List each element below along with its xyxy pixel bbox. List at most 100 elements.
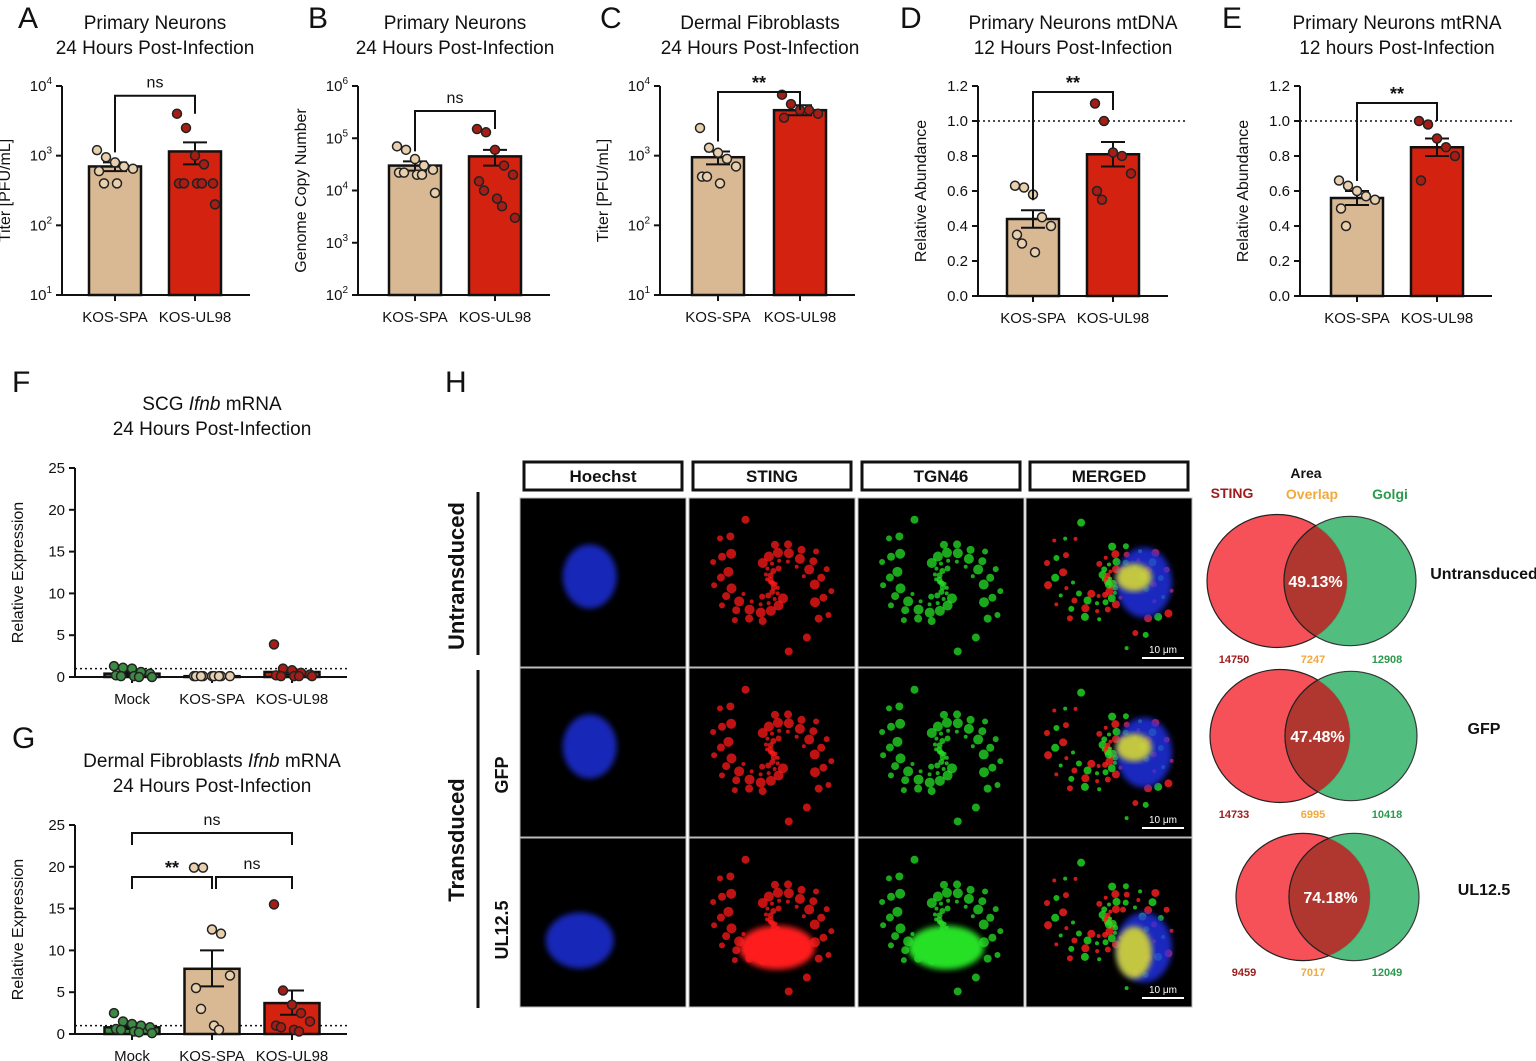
stain-puncta: [797, 545, 806, 554]
stain-puncta: [1044, 751, 1053, 760]
stain-puncta: [935, 771, 940, 776]
stain-puncta: [963, 723, 974, 734]
stain-puncta: [971, 633, 980, 642]
stain-puncta: [1058, 593, 1063, 598]
stain-puncta: [1111, 905, 1120, 914]
venn-percent: 74.18%: [1303, 890, 1357, 907]
data-point: [146, 671, 158, 683]
x-tick-label: Mock: [114, 691, 150, 708]
tick-base: 5: [57, 984, 65, 1001]
nucleus-stain: [562, 544, 617, 609]
nucleus-stain: [545, 912, 614, 969]
tick-base: 10: [628, 78, 645, 95]
stain-puncta: [770, 754, 777, 761]
stain-puncta: [1108, 576, 1113, 581]
venn-diagram: 49.13% Untransduced 14750 7247 12908: [1206, 513, 1536, 666]
stain-puncta: [973, 734, 984, 745]
data-point: [117, 662, 129, 674]
stain-puncta: [953, 880, 962, 889]
stain-puncta: [765, 592, 772, 599]
stain-puncta: [814, 954, 823, 963]
stain-puncta: [880, 582, 887, 589]
stain-puncta: [817, 743, 826, 752]
stain-puncta: [953, 710, 962, 719]
stain-puncta: [809, 557, 818, 566]
stain-puncta: [819, 933, 828, 942]
tick-base: 10: [326, 183, 343, 200]
stain-puncta: [802, 803, 811, 812]
stain-puncta: [1087, 589, 1096, 598]
data-point: [1045, 220, 1057, 232]
stain-puncta: [1097, 617, 1102, 622]
stain-puncta: [952, 718, 963, 729]
stain-puncta: [766, 601, 771, 606]
tick-exponent: 3: [342, 233, 348, 244]
stain-puncta: [1104, 946, 1111, 953]
stain-puncta: [1104, 580, 1113, 589]
stain-puncta: [966, 545, 975, 554]
stain-puncta: [973, 904, 984, 915]
stain-puncta: [716, 913, 725, 922]
y-axis-label: Titer [PFU/mL]: [0, 139, 14, 242]
stain-puncta: [741, 931, 746, 936]
stain-puncta: [1096, 560, 1103, 567]
stain-puncta: [1102, 939, 1109, 946]
tick-base: 0.6: [947, 183, 968, 200]
data-point: [133, 671, 145, 683]
stain-cluster: [739, 925, 815, 970]
stain-puncta: [1044, 921, 1053, 930]
tick-base: 25: [48, 817, 65, 834]
stain-puncta: [810, 597, 821, 608]
tick-exponent: 2: [342, 285, 348, 296]
stain-puncta: [819, 763, 828, 772]
stain-puncta: [1103, 555, 1108, 560]
panel-e: E Primary Neurons mtRNA 12 hours Post-Infe…: [1222, 2, 1512, 327]
stain-puncta: [765, 762, 772, 769]
stain-puncta: [978, 579, 989, 590]
stain-puncta: [1102, 769, 1109, 776]
stain-puncta: [1108, 746, 1113, 751]
stain-puncta: [939, 754, 946, 761]
stain-puncta: [726, 548, 737, 559]
significance-label: ns: [204, 812, 221, 829]
data-point: [1431, 133, 1443, 144]
data-point: [93, 165, 105, 177]
venn-count-golgi: 10418: [1372, 809, 1403, 821]
stain-puncta: [1095, 609, 1100, 614]
venn-legend-golgi: Golgi: [1372, 486, 1408, 502]
tick-exponent: 2: [46, 215, 52, 226]
data-point: [812, 108, 824, 119]
stain-puncta: [1097, 787, 1102, 792]
stain-puncta: [1122, 543, 1129, 550]
stain-puncta: [763, 721, 774, 732]
stain-puncta: [887, 722, 896, 731]
stain-puncta: [823, 906, 830, 913]
stain-puncta: [775, 585, 780, 590]
stain-puncta: [784, 710, 793, 719]
stain-puncta: [770, 561, 774, 566]
panel-letter: B: [308, 2, 328, 35]
data-point: [306, 670, 318, 682]
y-tick-label: 0.4: [1269, 218, 1290, 235]
data-point: [171, 108, 183, 119]
stain-puncta: [777, 728, 782, 733]
stain-puncta: [954, 899, 959, 904]
stain-puncta: [1051, 573, 1060, 582]
stain-puncta: [939, 901, 943, 906]
stain-puncta: [895, 718, 906, 729]
data-point: [189, 150, 201, 161]
stain-puncta: [1108, 909, 1113, 914]
data-point: [146, 1027, 158, 1039]
significance-label: **: [165, 858, 179, 878]
stain-puncta: [885, 875, 892, 882]
stain-puncta: [1122, 713, 1129, 720]
stain-puncta: [1113, 930, 1117, 935]
stain-puncta: [1083, 596, 1092, 605]
data-point: [197, 862, 209, 873]
stain-puncta: [1071, 597, 1078, 604]
data-point: [190, 982, 202, 994]
y-tick-label: 103: [326, 233, 349, 252]
stain-puncta: [1073, 536, 1078, 541]
stain-puncta: [913, 774, 924, 785]
panel-letter: H: [445, 366, 467, 399]
